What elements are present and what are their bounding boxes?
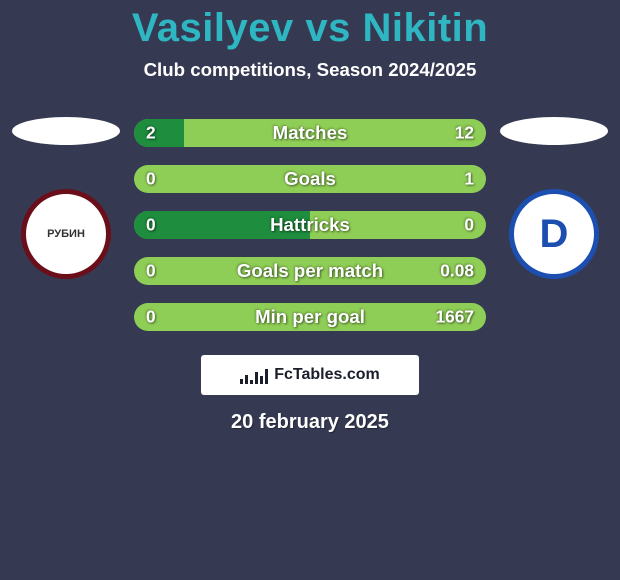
stat-label: Matches [273, 122, 348, 144]
stat-value-right: 1 [464, 169, 474, 190]
right-team-column: D [494, 119, 614, 279]
fctables-label: FcTables.com [274, 366, 380, 384]
stat-value-left: 0 [146, 169, 156, 190]
stat-label: Goals per match [237, 260, 383, 282]
page-title: Vasilyev vs Nikitin [0, 0, 620, 51]
stat-value-right: 0.08 [440, 261, 474, 282]
stat-bar-fill-left [134, 119, 184, 147]
snapshot-date: 20 february 2025 [0, 411, 620, 434]
stat-value-left: 0 [146, 215, 156, 236]
team-badge-left-label: РУБИН [47, 228, 85, 240]
stat-value-right: 12 [455, 123, 474, 144]
team-badge-left: РУБИН [21, 189, 111, 279]
stat-label: Hattricks [270, 214, 350, 236]
main-row: РУБИН 2 12 Matches 0 1 Goals 0 0 Hattricks 0 0.08 G… [0, 119, 620, 331]
stat-bar: 0 0 Hattricks [134, 211, 486, 239]
stats-bars: 2 12 Matches 0 1 Goals 0 0 Hattricks 0 0.08 Goals p… [126, 119, 494, 331]
stat-label: Goals [284, 168, 336, 190]
stat-bar: 0 0.08 Goals per match [134, 257, 486, 285]
bar-chart-icon [240, 366, 268, 384]
comparison-card: Vasilyev vs Nikitin Club competitions, S… [0, 0, 620, 580]
stat-bar: 0 1667 Min per goal [134, 303, 486, 331]
player-halo-left [12, 117, 120, 145]
stat-value-left: 2 [146, 123, 156, 144]
stat-bar: 2 12 Matches [134, 119, 486, 147]
team-badge-right-label: D [540, 212, 569, 256]
player-halo-right [500, 117, 608, 145]
stat-value-right: 1667 [435, 307, 474, 328]
stat-value-left: 0 [146, 307, 156, 328]
fctables-badge: FcTables.com [201, 355, 419, 395]
page-subtitle: Club competitions, Season 2024/2025 [0, 59, 620, 81]
stat-value-right: 0 [464, 215, 474, 236]
stat-bar: 0 1 Goals [134, 165, 486, 193]
left-team-column: РУБИН [6, 119, 126, 279]
team-badge-right: D [509, 189, 599, 279]
stat-value-left: 0 [146, 261, 156, 282]
stat-label: Min per goal [255, 306, 365, 328]
